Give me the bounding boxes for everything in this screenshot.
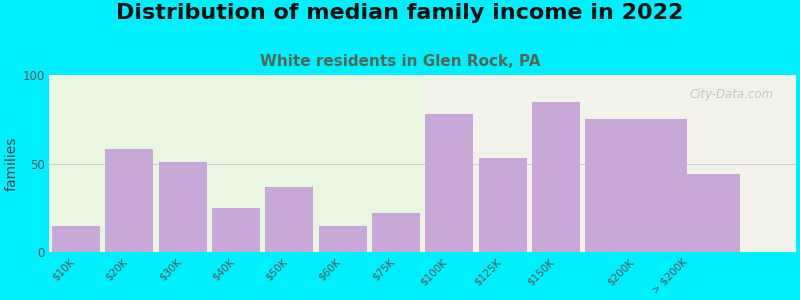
- Bar: [586, 119, 686, 252]
- Bar: [426, 114, 474, 252]
- Bar: [50, 75, 422, 252]
- Bar: [422, 75, 796, 252]
- Bar: [52, 226, 100, 252]
- Bar: [532, 102, 580, 252]
- Bar: [638, 174, 740, 252]
- Bar: [372, 213, 420, 252]
- Text: Distribution of median family income in 2022: Distribution of median family income in …: [116, 3, 684, 23]
- Y-axis label: families: families: [4, 136, 18, 191]
- Text: White residents in Glen Rock, PA: White residents in Glen Rock, PA: [260, 54, 540, 69]
- Bar: [158, 162, 206, 252]
- Bar: [212, 208, 260, 252]
- Bar: [106, 149, 154, 252]
- Text: City-Data.com: City-Data.com: [690, 88, 774, 100]
- Bar: [266, 187, 314, 252]
- Bar: [478, 158, 526, 252]
- Bar: [318, 226, 366, 252]
